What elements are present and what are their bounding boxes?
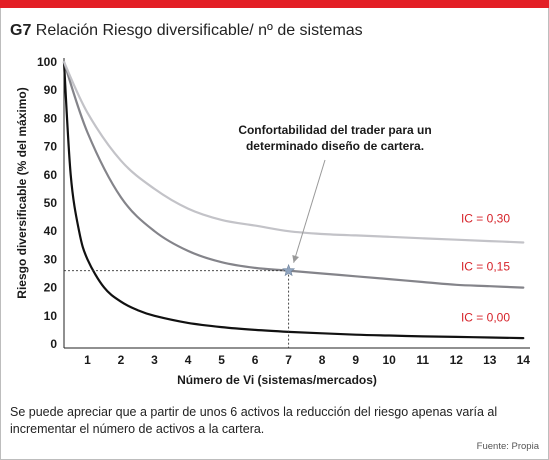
- accent-bar: [0, 0, 549, 8]
- series-label: IC = 0,15: [461, 260, 510, 274]
- source-note: Fuente: Propia: [476, 441, 539, 452]
- caption: Se puede apreciar que a partir de unos 6…: [10, 405, 498, 436]
- figure-title: Relación Riesgo diversificable/ nº de si…: [35, 22, 363, 39]
- y-tick-label: 60: [44, 168, 58, 182]
- y-tick-label: 20: [44, 281, 58, 295]
- x-tick-label: 6: [252, 353, 259, 367]
- x-tick-label: 3: [151, 353, 158, 367]
- axes: 1 2 3 4 5 6 7 8 9 10 11 12 13 14010203040506070809010…: [15, 55, 530, 387]
- x-tick-label: 14: [517, 353, 531, 367]
- x-tick-label: 5: [218, 353, 225, 367]
- x-tick-label: 12: [450, 353, 464, 367]
- series-group: [62, 60, 525, 340]
- y-tick-label: 40: [44, 224, 58, 238]
- chart: 1 2 3 4 5 6 7 8 9 10 11 12 13 14010203040506070809010…: [15, 55, 530, 387]
- x-tick-label: 4: [185, 353, 192, 367]
- y-tick-label: 30: [44, 252, 58, 266]
- y-tick-label: 50: [44, 196, 58, 210]
- y-tick-label: 10: [44, 309, 58, 323]
- labels-group: IC = 0,00 IC = 0,15 IC = 0,30: [461, 212, 510, 325]
- x-tick-label: 7: [285, 353, 292, 367]
- series-line: [62, 60, 525, 289]
- annotation-arrow-head: [292, 255, 299, 263]
- y-tick-label: 0: [50, 337, 57, 351]
- series-line: [62, 60, 525, 244]
- annotation-text-line1: Confortabilidad del trader para un: [238, 123, 431, 137]
- annotation-text-line2: determinado diseño de cartera.: [246, 139, 424, 153]
- y-tick-label: 80: [44, 111, 58, 125]
- y-tick-label: 100: [37, 55, 57, 69]
- series-label: IC = 0,30: [461, 212, 510, 226]
- x-tick-label: 11: [416, 353, 429, 367]
- y-tick-label: 70: [44, 140, 58, 154]
- x-tick-label: 13: [483, 353, 497, 367]
- series-line: [62, 60, 525, 340]
- star-marker: [282, 263, 296, 277]
- y-axis-label: Riesgo diversificable (% del máximo): [15, 87, 29, 298]
- x-tick-label: 1: [84, 353, 91, 367]
- y-tick-label: 90: [44, 83, 58, 97]
- annotation-group: Confortabilidad del trader para un determ…: [64, 123, 432, 348]
- series-label: IC = 0,00: [461, 310, 510, 324]
- chart-title: G7 Relación Riesgo diversificable/ nº de…: [10, 22, 363, 40]
- x-axis-label: Número de Vi (sistemas/mercados): [177, 373, 377, 387]
- annotation-arrow-line: [293, 159, 326, 263]
- x-tick-label: 9: [352, 353, 359, 367]
- x-tick-label: 8: [319, 353, 326, 367]
- figure-code: G7: [10, 22, 32, 39]
- x-tick-label: 10: [383, 353, 397, 367]
- x-tick-label: 2: [118, 353, 125, 367]
